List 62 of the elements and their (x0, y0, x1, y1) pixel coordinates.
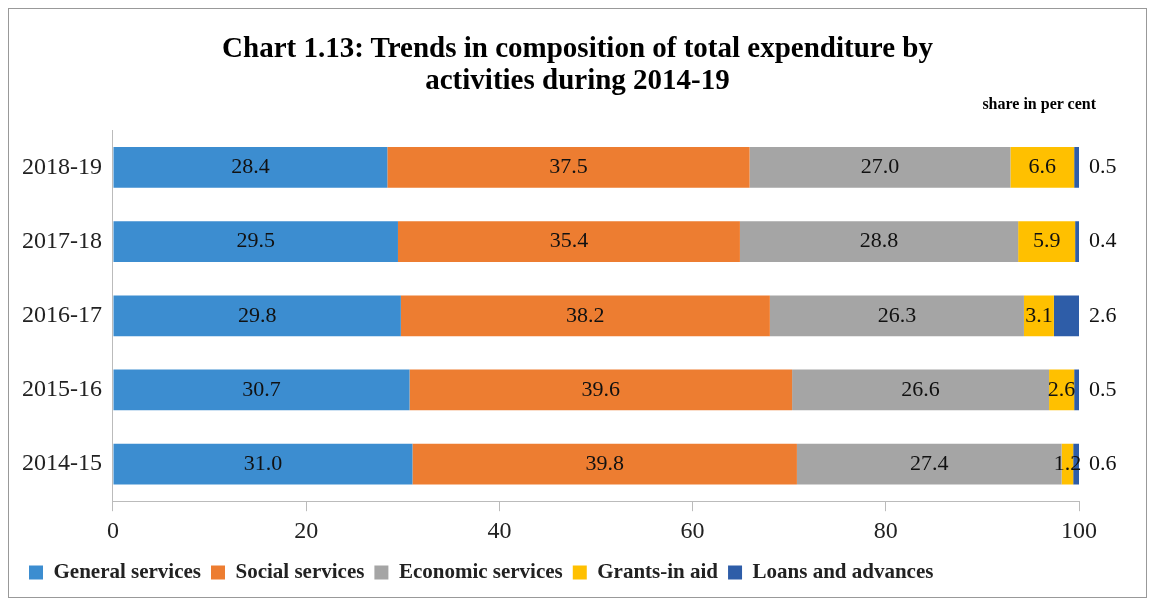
legend-label: Economic services (398, 558, 563, 583)
data-label: 6.6 (1028, 153, 1057, 179)
y-tick-label: 2014-15 (21, 449, 102, 476)
bar (1010, 147, 1075, 188)
y-tick-label: 2015-16 (21, 375, 102, 402)
data-label: 30.7 (242, 375, 281, 401)
y-tick-label: 2016-17 (21, 301, 102, 328)
bar (1074, 369, 1079, 411)
bar (1075, 221, 1079, 263)
data-label: 28.4 (231, 153, 270, 179)
data-label: 26.3 (877, 301, 917, 327)
data-label: 1.2 (1053, 449, 1082, 475)
bar (409, 369, 793, 411)
x-tick-label: 0 (106, 516, 119, 543)
bar (400, 295, 770, 337)
data-label: 39.8 (585, 449, 624, 475)
bar (749, 147, 1011, 188)
bar (769, 295, 1024, 337)
x-tick-label: 20 (294, 516, 319, 543)
data-label: 26.6 (901, 375, 940, 401)
bar (792, 369, 1050, 411)
bar (739, 221, 1019, 263)
x-tick-label: 100 (1061, 516, 1097, 543)
x-tick-label: 40 (487, 516, 512, 543)
data-label: 2.6 (1089, 301, 1117, 327)
data-label: 37.5 (549, 153, 588, 179)
data-label: 38.2 (566, 301, 605, 327)
bar (1018, 221, 1076, 263)
y-tick-label: 2017-18 (21, 226, 102, 253)
bar (1074, 147, 1079, 188)
bar (113, 147, 388, 188)
data-label: 5.9 (1032, 227, 1061, 253)
chart-title: Chart 1.13: Trends in composition of total expenditure by activities during 2014-19 (221, 31, 934, 95)
data-label: 39.6 (581, 375, 621, 401)
data-label: 3.1 (1025, 301, 1053, 327)
data-label: 31.0 (243, 449, 283, 475)
data-label: 27.0 (860, 153, 900, 179)
data-label: 29.8 (237, 301, 277, 327)
x-tick-label: 60 (680, 516, 705, 543)
bar (1053, 295, 1079, 337)
data-label: 0.6 (1089, 449, 1117, 475)
data-label: 27.4 (910, 449, 949, 475)
bar (113, 369, 410, 411)
data-label: 35.4 (549, 227, 589, 253)
bar (412, 443, 797, 485)
data-label: 0.5 (1089, 375, 1117, 401)
data-label: 29.5 (236, 227, 275, 253)
bar (397, 221, 740, 263)
bar (113, 443, 413, 485)
data-label: 0.5 (1089, 153, 1117, 179)
legend-label: General services (53, 558, 202, 583)
data-label: 28.8 (859, 227, 899, 253)
legend-label: Loans and advances (752, 558, 934, 583)
bar (113, 221, 398, 263)
x-tick-label: 80 (873, 516, 898, 543)
bar (387, 147, 750, 188)
legend-label: Social services (235, 558, 365, 583)
legend-label: Grants-in aid (597, 558, 719, 583)
bar (113, 295, 401, 337)
data-label: 0.4 (1089, 227, 1117, 253)
chart-subtitle: share in per cent (981, 95, 1096, 113)
y-tick-label: 2018-19 (21, 152, 102, 179)
